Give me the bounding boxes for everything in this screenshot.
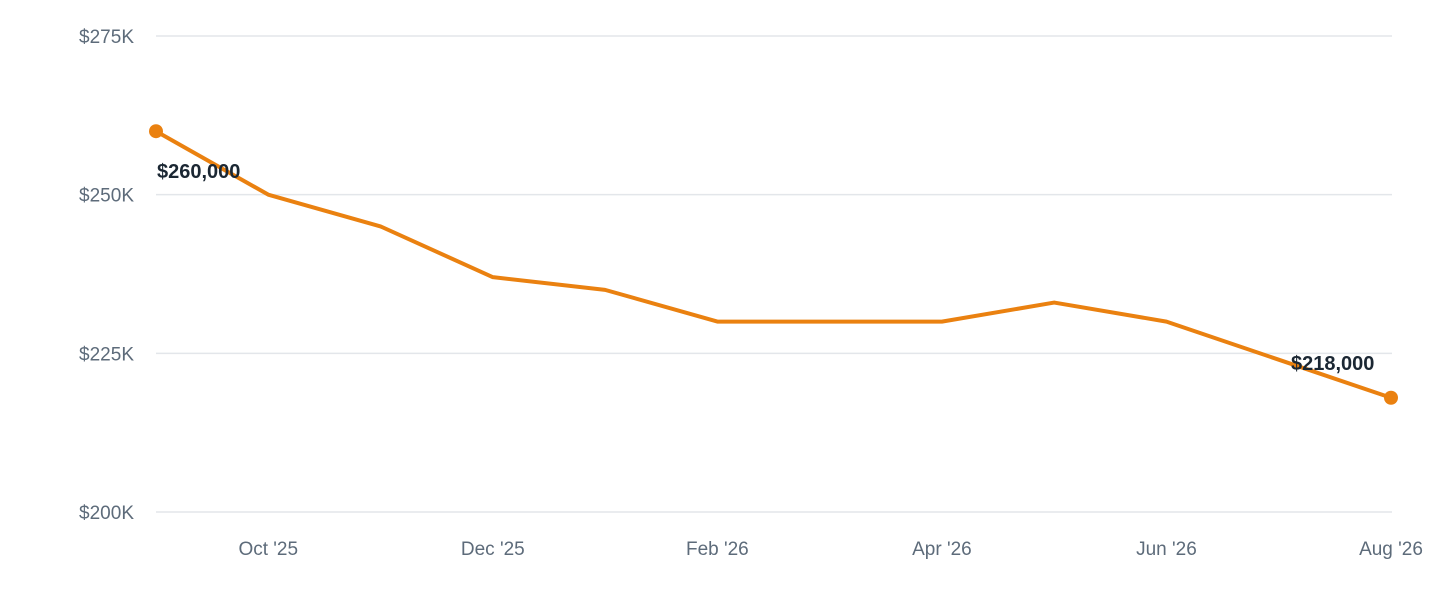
series-line bbox=[154, 129, 1393, 400]
y-tick-label: $200K bbox=[79, 503, 134, 524]
data-point-marker[interactable] bbox=[1384, 390, 1398, 405]
y-tick-label: $225K bbox=[79, 344, 134, 365]
x-axis-tick-labels: Oct '25 Dec '25 Feb '26 Apr '26 Jun '26 Aug '… bbox=[238, 539, 1422, 560]
series-layer bbox=[149, 124, 1398, 405]
x-tick-label: Feb '26 bbox=[686, 539, 749, 560]
x-tick-label: Aug '26 bbox=[1359, 539, 1423, 560]
y-tick-label: $250K bbox=[79, 186, 134, 207]
data-label: $260,000 bbox=[157, 161, 240, 183]
x-tick-label: Jun '26 bbox=[1136, 539, 1197, 560]
data-labels: $260,000 $218,000 bbox=[157, 161, 1374, 375]
x-tick-label: Oct '25 bbox=[238, 539, 298, 560]
y-tick-label: $275K bbox=[79, 27, 134, 48]
gridlines bbox=[156, 35, 1392, 513]
data-label: $218,000 bbox=[1291, 353, 1374, 375]
x-tick-label: Apr '26 bbox=[912, 539, 972, 560]
y-axis-tick-labels: $200K $225K $250K $275K bbox=[79, 27, 134, 524]
x-tick-label: Dec '25 bbox=[461, 539, 525, 560]
data-point-marker[interactable] bbox=[149, 124, 163, 139]
